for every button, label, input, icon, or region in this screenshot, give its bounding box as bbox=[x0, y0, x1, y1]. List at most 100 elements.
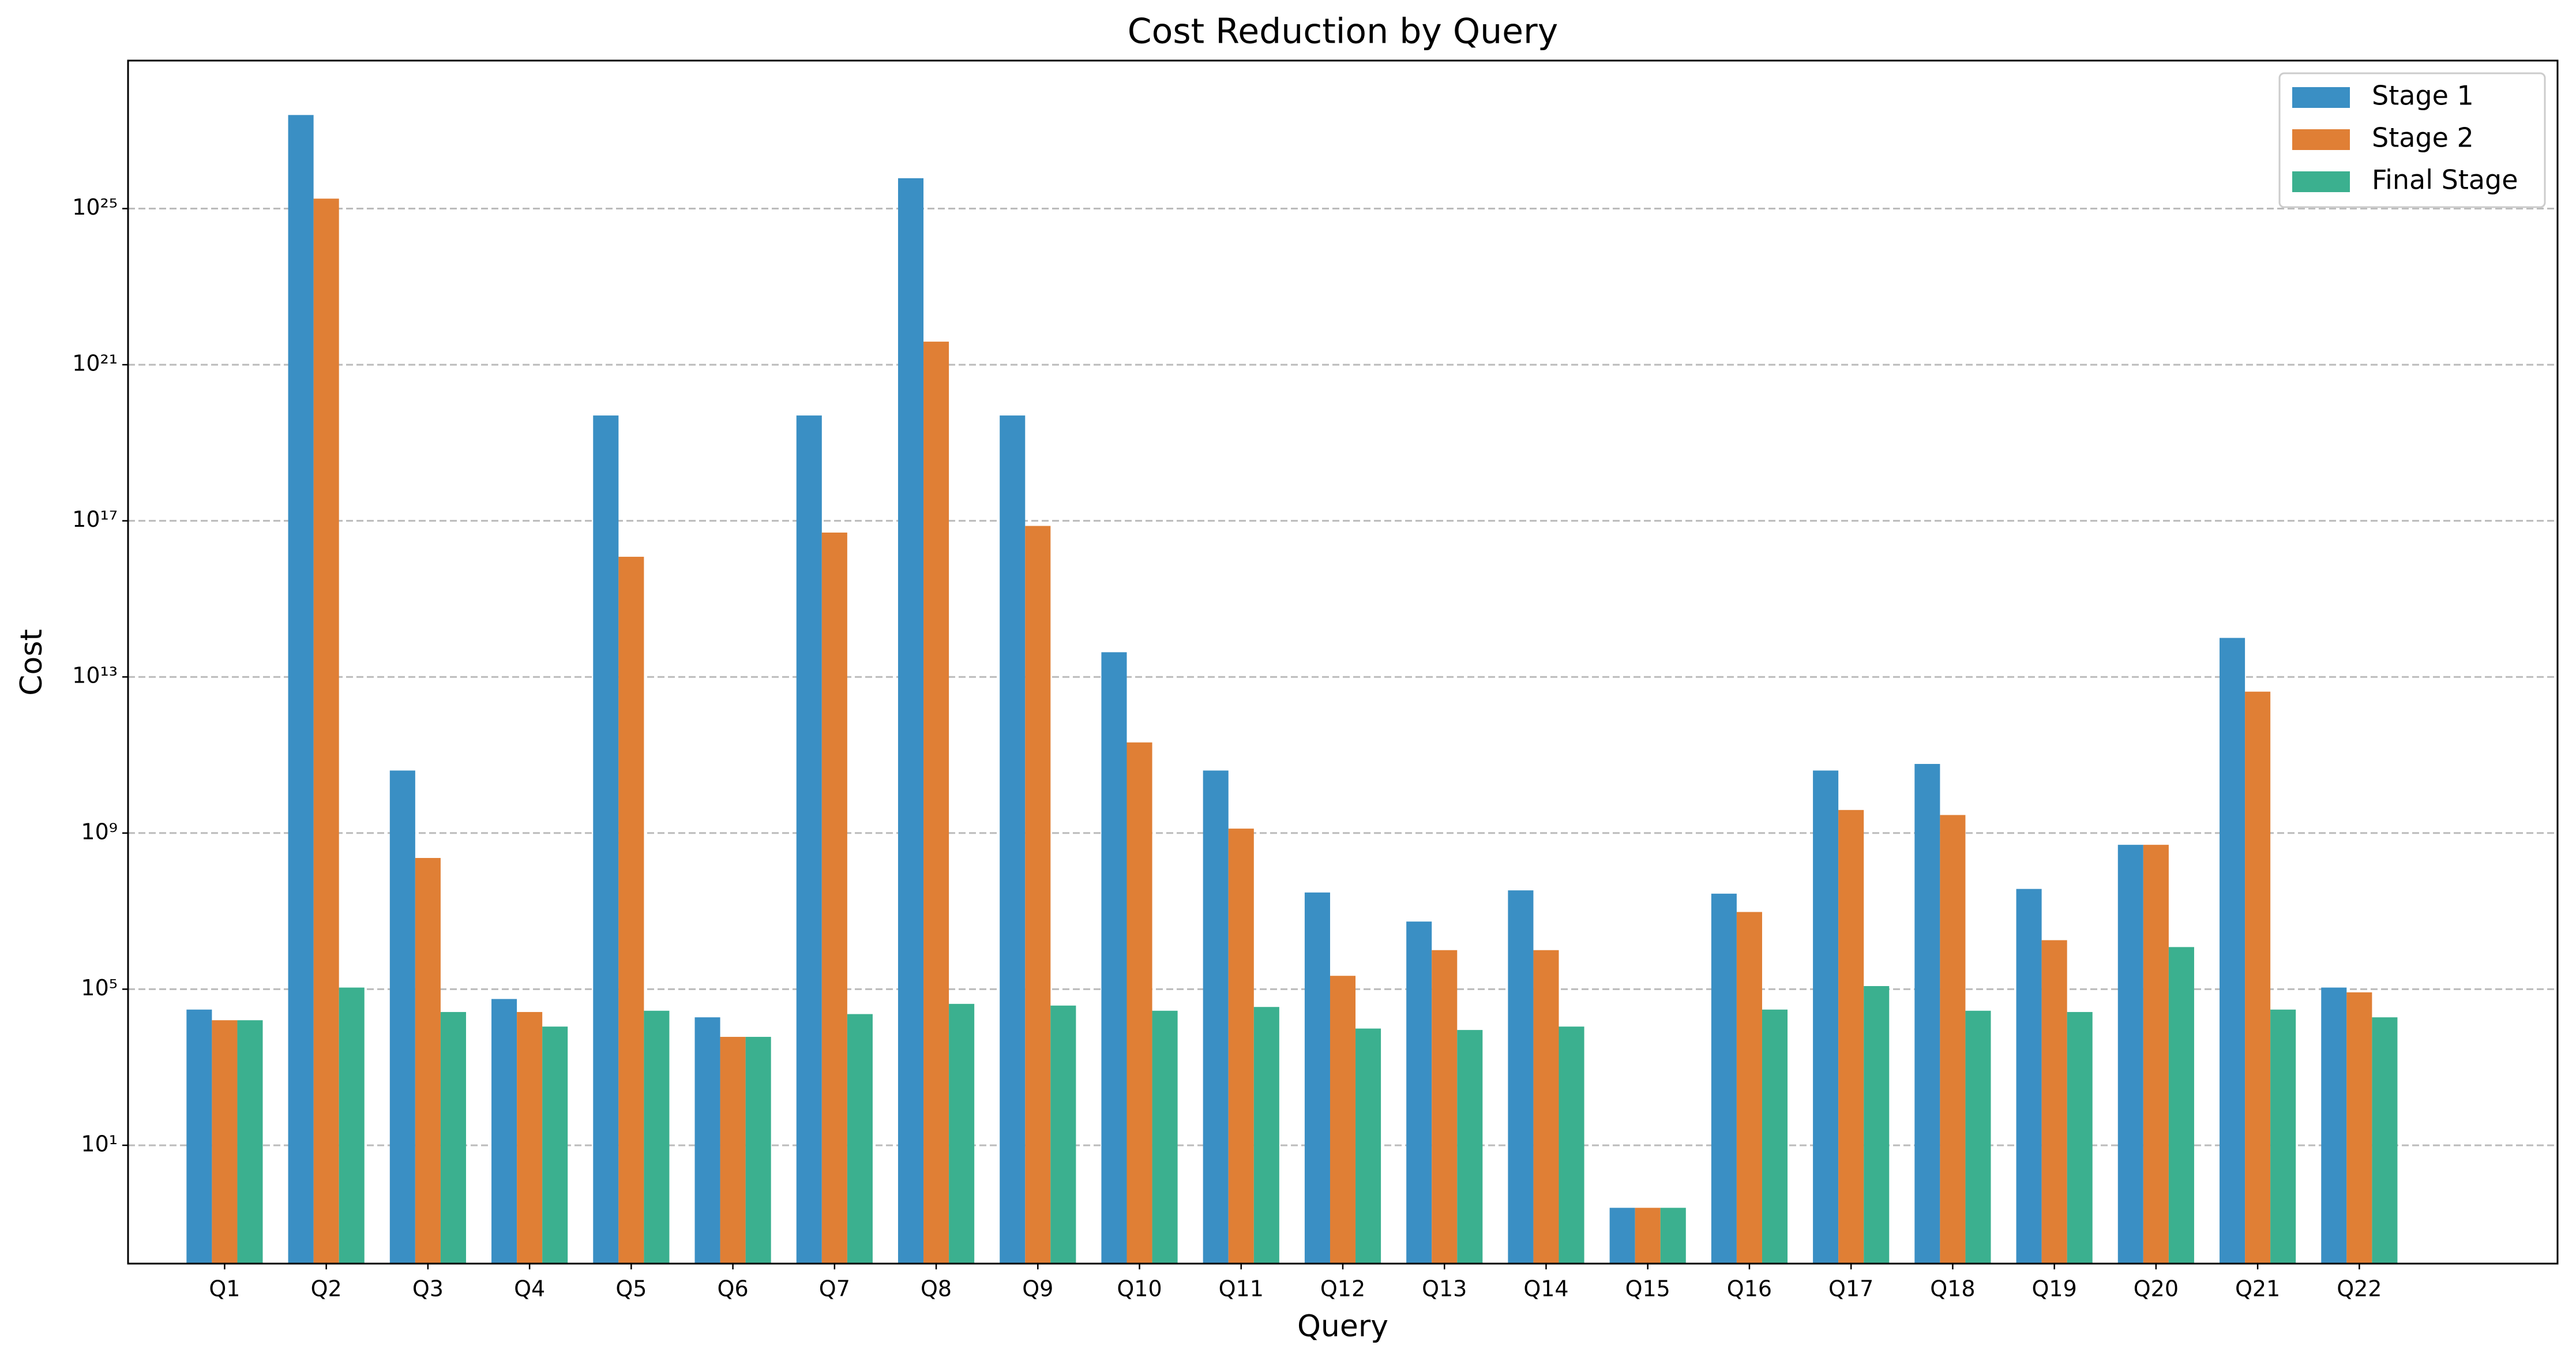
legend-label: Stage 1 bbox=[2372, 80, 2474, 111]
x-tick-label: Q15 bbox=[1625, 1276, 1670, 1302]
bar bbox=[1660, 1208, 1686, 1264]
bar bbox=[847, 1014, 873, 1264]
x-tick-label: Q14 bbox=[1523, 1276, 1568, 1302]
legend-swatch bbox=[2292, 87, 2350, 108]
y-tick-label: 10⁵ bbox=[81, 975, 118, 1000]
bar bbox=[2372, 1017, 2398, 1264]
x-axis-label: Query bbox=[1297, 1309, 1388, 1344]
bar bbox=[1355, 1028, 1381, 1264]
x-tick-label: Q18 bbox=[1930, 1276, 1975, 1302]
y-tick-label: 10¹⁷ bbox=[72, 507, 118, 532]
bar bbox=[1508, 890, 1534, 1264]
bar bbox=[1838, 810, 1864, 1264]
legend-swatch bbox=[2292, 171, 2350, 192]
bar bbox=[491, 999, 517, 1264]
bar bbox=[288, 115, 314, 1264]
bar bbox=[2067, 1011, 2093, 1264]
y-tick-label: 10⁹ bbox=[81, 819, 118, 844]
bar bbox=[644, 1010, 670, 1264]
bar bbox=[1304, 892, 1330, 1264]
bar bbox=[389, 770, 415, 1264]
bar bbox=[1330, 976, 1356, 1264]
bar bbox=[720, 1037, 746, 1264]
y-tick-label: 10²¹ bbox=[72, 351, 118, 376]
bar bbox=[1635, 1208, 1661, 1264]
bar bbox=[593, 415, 619, 1264]
bar bbox=[923, 342, 949, 1264]
bar bbox=[1609, 1208, 1635, 1264]
x-tick-label: Q3 bbox=[412, 1276, 444, 1302]
x-tick-label: Q1 bbox=[209, 1276, 240, 1302]
x-tick-label: Q13 bbox=[1422, 1276, 1467, 1302]
y-tick-label: 10¹³ bbox=[72, 663, 118, 688]
x-tick-label: Q7 bbox=[819, 1276, 850, 1302]
x-tick-label: Q17 bbox=[1828, 1276, 1873, 1302]
x-tick-label: Q19 bbox=[2032, 1276, 2077, 1302]
x-tick-label: Q10 bbox=[1117, 1276, 1162, 1302]
bar bbox=[1559, 1026, 1584, 1264]
x-tick-label: Q5 bbox=[615, 1276, 647, 1302]
bar bbox=[415, 857, 441, 1264]
bar bbox=[2346, 992, 2372, 1264]
bar bbox=[2016, 889, 2042, 1264]
x-tick-label: Q4 bbox=[514, 1276, 545, 1302]
y-axis-label: Cost bbox=[14, 629, 49, 696]
bar bbox=[1813, 770, 1839, 1264]
bar bbox=[618, 556, 644, 1264]
bar bbox=[1253, 1007, 1279, 1264]
bar bbox=[2168, 947, 2194, 1264]
bar bbox=[517, 1011, 543, 1264]
bar bbox=[1457, 1030, 1483, 1264]
bar bbox=[1000, 415, 1026, 1264]
bar bbox=[1025, 526, 1051, 1264]
bar bbox=[313, 198, 339, 1264]
legend-label: Final Stage bbox=[2372, 164, 2518, 196]
bar bbox=[1432, 950, 1458, 1264]
bar bbox=[542, 1026, 568, 1264]
bar bbox=[1940, 815, 1966, 1264]
bar bbox=[2245, 691, 2271, 1264]
bar bbox=[186, 1009, 212, 1264]
bar bbox=[898, 178, 924, 1264]
x-tick-label: Q16 bbox=[1727, 1276, 1772, 1302]
bar bbox=[1050, 1005, 1076, 1264]
bar bbox=[1101, 652, 1127, 1264]
x-tick-label: Q12 bbox=[1320, 1276, 1365, 1302]
x-tick-label: Q6 bbox=[718, 1276, 749, 1302]
bar bbox=[1126, 742, 1152, 1264]
bar bbox=[1914, 764, 1940, 1264]
bar bbox=[2117, 845, 2143, 1264]
legend-label: Stage 2 bbox=[2372, 122, 2474, 153]
x-tick-label: Q21 bbox=[2235, 1276, 2280, 1302]
bar bbox=[1762, 1009, 1788, 1264]
bar bbox=[2143, 845, 2169, 1264]
bar bbox=[1203, 770, 1229, 1264]
plot-frame bbox=[127, 59, 2559, 1265]
bar bbox=[821, 533, 847, 1264]
x-tick-label: Q2 bbox=[311, 1276, 342, 1302]
bar bbox=[1228, 829, 1254, 1264]
legend-swatch bbox=[2292, 129, 2350, 150]
chart-title: Cost Reduction by Query bbox=[1128, 12, 1558, 52]
bar bbox=[2220, 638, 2245, 1264]
bar bbox=[1533, 950, 1559, 1264]
x-tick-label: Q11 bbox=[1219, 1276, 1264, 1302]
bar bbox=[1965, 1010, 1991, 1264]
bar bbox=[694, 1017, 720, 1264]
bar bbox=[212, 1020, 238, 1264]
x-tick-label: Q20 bbox=[2134, 1276, 2179, 1302]
bar bbox=[2041, 940, 2067, 1264]
bar bbox=[1406, 921, 1432, 1264]
bar bbox=[949, 1003, 975, 1264]
x-tick-label: Q9 bbox=[1022, 1276, 1053, 1302]
x-tick-label: Q22 bbox=[2337, 1276, 2382, 1302]
y-tick-label: 10¹ bbox=[81, 1131, 118, 1156]
bar bbox=[1711, 893, 1737, 1264]
bar bbox=[2321, 987, 2347, 1264]
y-tick-label: 10²⁵ bbox=[72, 194, 118, 220]
bar bbox=[745, 1037, 771, 1264]
bar bbox=[339, 987, 365, 1264]
bar bbox=[440, 1011, 466, 1264]
